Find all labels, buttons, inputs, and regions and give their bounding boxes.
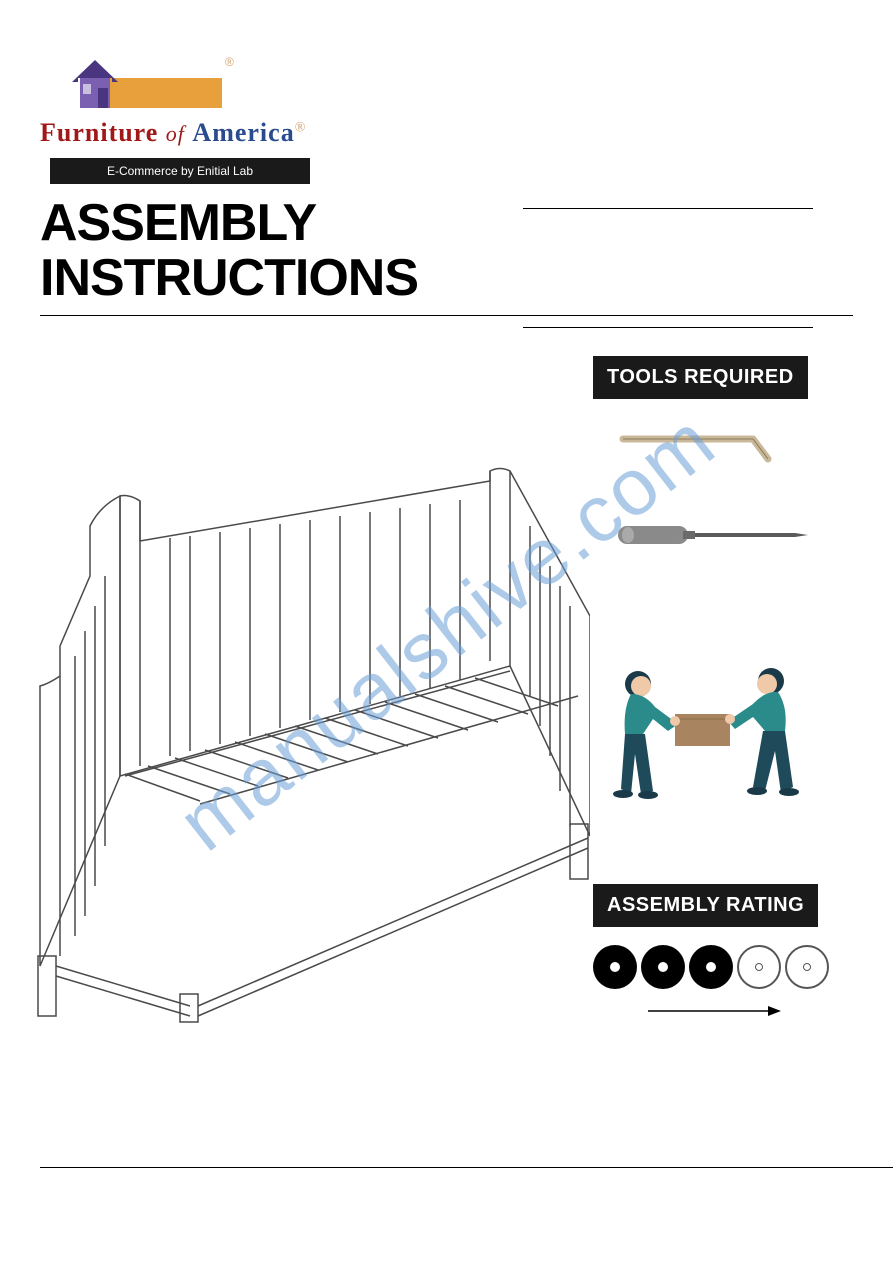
footer-divider <box>40 1167 893 1168</box>
divider <box>523 327 813 328</box>
rating-dot-empty <box>737 945 781 989</box>
rating-dot-filled <box>641 945 685 989</box>
header: ® Furniture of America® E-Commerce by En… <box>40 60 853 316</box>
tool-screwdriver <box>613 514 853 559</box>
brand-logo-graphic: ® <box>40 60 320 110</box>
ecommerce-tagline: E-Commerce by Enitial Lab <box>50 158 310 184</box>
body: TOOLS REQUIRED <box>40 356 853 1136</box>
brand-registered-icon: ® <box>295 120 307 135</box>
brand-word-of: of <box>166 121 185 146</box>
rating-dots <box>593 945 853 989</box>
header-right-rules <box>523 208 813 328</box>
rating-dot-filled <box>593 945 637 989</box>
brand-word-america: America <box>192 118 294 147</box>
assembly-rating-section: ASSEMBLY RATING <box>593 884 853 1026</box>
document-page: manualshive.com ® Furniture of America® … <box>0 0 893 1263</box>
assembly-rating-heading: ASSEMBLY RATING <box>593 884 818 927</box>
daybed-drawing <box>30 466 590 1026</box>
screwdriver-icon <box>613 514 813 554</box>
brand-name: Furniture of America® <box>40 118 320 148</box>
rating-dot-empty <box>785 945 829 989</box>
registered-mark-icon: ® <box>225 55 234 69</box>
product-illustration <box>30 466 590 1031</box>
rating-arrow-icon <box>593 1001 853 1026</box>
brand-word-furniture: Furniture <box>40 118 158 147</box>
rating-dot-filled <box>689 945 733 989</box>
tools-required-heading: TOOLS REQUIRED <box>593 356 808 399</box>
allen-key-icon <box>613 419 783 469</box>
sidebar: TOOLS REQUIRED <box>593 356 853 1026</box>
logo-orange-rect <box>102 78 222 108</box>
tool-allen-key <box>613 419 853 474</box>
house-icon <box>70 60 120 110</box>
brand-logo-block: ® Furniture of America® E-Commerce by En… <box>40 60 320 184</box>
tools-list <box>593 419 853 559</box>
two-person-assembly-icon <box>593 659 853 824</box>
